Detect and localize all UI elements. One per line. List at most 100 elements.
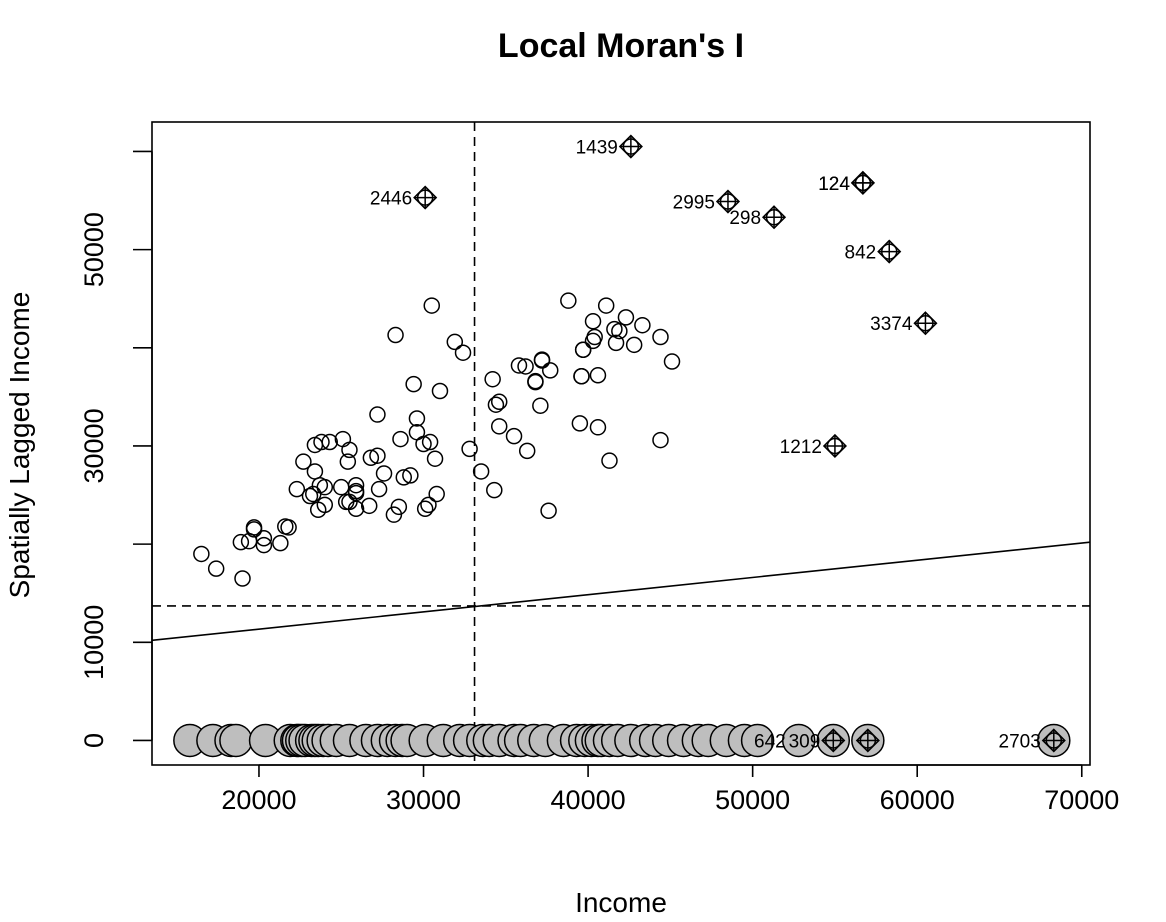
point-label: 2446 bbox=[370, 189, 412, 210]
data-point bbox=[428, 485, 445, 503]
data-point bbox=[387, 326, 404, 344]
data-point bbox=[245, 521, 263, 538]
data-point bbox=[589, 419, 607, 436]
data-point bbox=[416, 500, 434, 518]
data-point bbox=[362, 449, 380, 466]
data-point bbox=[431, 382, 449, 400]
data-point bbox=[306, 463, 324, 480]
data-point bbox=[395, 469, 413, 486]
data-point bbox=[490, 393, 508, 411]
plot-frame bbox=[151, 121, 1091, 766]
data-point bbox=[601, 452, 618, 469]
data-point bbox=[255, 536, 273, 554]
point-label: 1212 bbox=[780, 437, 822, 458]
point-label: 2995 bbox=[673, 193, 715, 214]
influence-marker bbox=[413, 185, 438, 210]
data-point bbox=[617, 309, 635, 326]
data-point bbox=[385, 506, 403, 523]
data-point bbox=[510, 357, 528, 374]
data-point bbox=[446, 333, 464, 351]
influence-marker bbox=[821, 728, 846, 753]
influence-marker bbox=[761, 205, 787, 230]
data-point bbox=[487, 396, 505, 413]
zero-data-point bbox=[219, 723, 253, 758]
data-point bbox=[390, 498, 408, 516]
influence-marker bbox=[877, 239, 902, 264]
data-point bbox=[540, 502, 557, 519]
data-point bbox=[369, 447, 386, 465]
data-point bbox=[332, 478, 350, 496]
data-point bbox=[454, 344, 472, 361]
zero-influential-point bbox=[781, 723, 816, 758]
data-point bbox=[611, 322, 628, 340]
data-point bbox=[423, 297, 441, 314]
data-point bbox=[234, 570, 251, 587]
influence-marker bbox=[618, 134, 643, 159]
data-point bbox=[301, 487, 319, 505]
data-point bbox=[341, 441, 358, 459]
data-point bbox=[369, 406, 386, 423]
data-point bbox=[517, 358, 534, 375]
data-point bbox=[518, 442, 536, 460]
data-point bbox=[316, 478, 334, 496]
data-point bbox=[652, 328, 669, 346]
y-axis-label: Spatially Lagged Income bbox=[4, 292, 35, 599]
data-point bbox=[295, 453, 312, 470]
data-point bbox=[347, 476, 365, 494]
data-point bbox=[232, 533, 250, 551]
data-point bbox=[571, 415, 589, 432]
data-point bbox=[486, 481, 503, 499]
data-point bbox=[472, 463, 490, 480]
regression-line bbox=[152, 541, 1090, 642]
chart-title: Local Moran's I bbox=[498, 27, 744, 65]
data-point bbox=[652, 431, 669, 449]
x-tick-label: 70000 bbox=[1044, 785, 1119, 815]
data-point bbox=[490, 418, 508, 435]
data-point bbox=[421, 433, 439, 451]
x-axis: 20000 30000 40000 50000 60000 70000 bbox=[221, 764, 1119, 815]
y-tick-label: 50000 bbox=[79, 212, 109, 287]
data-point bbox=[625, 336, 643, 354]
x-axis-label: Income bbox=[575, 887, 667, 918]
zero-data-point bbox=[740, 723, 775, 758]
data-point bbox=[321, 433, 338, 451]
data-point bbox=[207, 560, 225, 577]
data-point bbox=[527, 372, 544, 390]
influence-marker bbox=[822, 433, 847, 459]
data-point bbox=[347, 484, 365, 502]
x-tick-label: 20000 bbox=[221, 785, 296, 815]
point-label: 298 bbox=[729, 208, 761, 229]
data-point bbox=[316, 496, 334, 514]
data-point bbox=[339, 453, 357, 470]
y-tick-label: 0 bbox=[79, 733, 109, 748]
data-point bbox=[607, 334, 625, 352]
x-tick-label: 30000 bbox=[386, 785, 461, 815]
point-label: 642 bbox=[754, 731, 786, 752]
point-label: 1439 bbox=[576, 138, 618, 159]
x-tick-label: 40000 bbox=[551, 785, 626, 815]
data-point bbox=[392, 430, 409, 448]
y-tick-label: 30000 bbox=[79, 408, 109, 483]
data-point bbox=[255, 529, 273, 547]
data-point bbox=[375, 465, 393, 482]
data-point bbox=[560, 292, 577, 309]
data-point bbox=[663, 353, 681, 370]
data-point bbox=[420, 496, 437, 514]
data-point bbox=[405, 375, 422, 393]
data-point bbox=[408, 423, 426, 441]
data-point bbox=[597, 297, 615, 314]
data-point bbox=[634, 316, 651, 334]
data-point bbox=[415, 435, 432, 453]
point-label: 842 bbox=[845, 243, 877, 264]
y-tick-label: 10000 bbox=[79, 605, 109, 680]
data-point bbox=[272, 534, 289, 552]
data-point bbox=[533, 351, 551, 368]
y-axis: 0 10000 30000 50000 bbox=[79, 150, 153, 748]
data-point bbox=[402, 467, 419, 484]
influence-marker bbox=[913, 311, 938, 336]
influence-marker bbox=[715, 189, 741, 214]
point-label: 309 bbox=[789, 731, 821, 752]
influence-marker bbox=[850, 170, 875, 195]
data-point bbox=[280, 519, 297, 536]
